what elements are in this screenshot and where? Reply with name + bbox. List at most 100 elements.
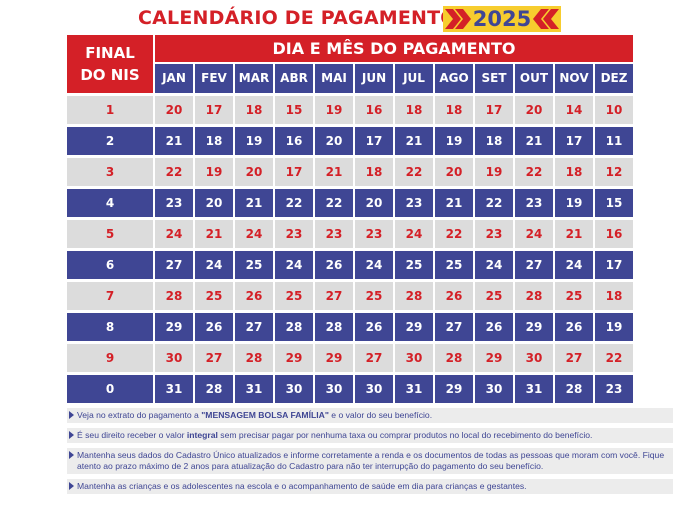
payment-day-cell: 27 — [355, 344, 393, 372]
payment-day-cell: 19 — [315, 96, 353, 124]
note-text: sem precisar pagar por nenhuma taxa ou c… — [217, 430, 593, 440]
payment-day-cell: 20 — [435, 158, 473, 186]
month-header-jan: JAN — [155, 64, 193, 93]
payment-day-cell: 19 — [195, 158, 233, 186]
payment-day-cell: 28 — [195, 375, 233, 403]
payment-day-cell: 24 — [555, 251, 593, 279]
payment-day-cell: 29 — [515, 313, 553, 341]
payment-day-cell: 23 — [515, 189, 553, 217]
payment-day-cell: 17 — [595, 251, 633, 279]
nis-final-digit: 6 — [67, 251, 153, 279]
payment-day-cell: 27 — [555, 344, 593, 372]
payment-day-cell: 28 — [395, 282, 433, 310]
bullet-arrow-icon — [69, 451, 74, 459]
payment-day-cell: 26 — [235, 282, 273, 310]
payment-day-cell: 18 — [475, 127, 513, 155]
payment-day-cell: 12 — [595, 158, 633, 186]
payment-day-cell: 28 — [275, 313, 313, 341]
payment-day-cell: 23 — [275, 220, 313, 248]
payment-day-cell: 23 — [595, 375, 633, 403]
payment-day-cell: 24 — [515, 220, 553, 248]
payment-day-cell: 27 — [155, 251, 193, 279]
payment-day-cell: 27 — [515, 251, 553, 279]
payment-day-cell: 30 — [275, 375, 313, 403]
payment-day-cell: 15 — [275, 96, 313, 124]
payment-day-cell: 24 — [155, 220, 193, 248]
month-header-mai: MAI — [315, 64, 353, 93]
nis-final-digit: 3 — [67, 158, 153, 186]
payment-day-cell: 29 — [155, 313, 193, 341]
payment-day-cell: 20 — [235, 158, 273, 186]
nis-final-digit: 9 — [67, 344, 153, 372]
double-chevron-right-icon — [445, 9, 471, 29]
payment-day-cell: 23 — [315, 220, 353, 248]
nis-final-digit: 8 — [67, 313, 153, 341]
page-title: CALENDÁRIO DE PAGAMENTO — [138, 7, 457, 29]
payment-day-cell: 16 — [275, 127, 313, 155]
payment-day-cell: 26 — [195, 313, 233, 341]
payment-day-cell: 31 — [235, 375, 273, 403]
payment-day-cell: 25 — [475, 282, 513, 310]
payment-day-cell: 26 — [475, 313, 513, 341]
payment-day-cell: 18 — [235, 96, 273, 124]
nis-final-digit: 5 — [67, 220, 153, 248]
payment-day-cell: 24 — [195, 251, 233, 279]
payment-day-cell: 21 — [395, 127, 433, 155]
payment-day-cell: 18 — [355, 158, 393, 186]
note-emphasis: integral — [186, 430, 218, 440]
table-row: 6 27 24 25 24 26 24 25 25 24 27 24 17 — [67, 251, 633, 279]
month-header-jun: JUN — [355, 64, 393, 93]
final-nis-line2: DO NIS — [80, 66, 140, 84]
payment-day-cell: 31 — [155, 375, 193, 403]
payment-day-cell: 28 — [315, 313, 353, 341]
payment-day-cell: 18 — [595, 282, 633, 310]
table-row: 7 28 25 26 25 27 25 28 26 25 28 25 18 — [67, 282, 633, 310]
table-row: 0 31 28 31 30 30 30 31 29 30 31 28 23 — [67, 375, 633, 403]
table-row: 4 23 20 21 22 22 20 23 21 22 23 19 15 — [67, 189, 633, 217]
payment-day-cell: 30 — [395, 344, 433, 372]
payment-day-cell: 31 — [395, 375, 433, 403]
payment-day-cell: 30 — [315, 375, 353, 403]
note-text: Mantenha as crianças e os adolescentes n… — [77, 481, 527, 491]
payment-day-cell: 20 — [515, 96, 553, 124]
payment-day-cell: 24 — [395, 220, 433, 248]
payment-day-cell: 22 — [595, 344, 633, 372]
month-header-jul: JUL — [395, 64, 433, 93]
payment-day-cell: 20 — [195, 189, 233, 217]
payment-day-cell: 22 — [395, 158, 433, 186]
payment-day-cell: 25 — [435, 251, 473, 279]
note-text: Mantenha seus dados do Cadastro Único at… — [77, 450, 665, 471]
payment-date-header: DIA E MÊS DO PAGAMENTO — [155, 35, 633, 62]
table-row: 5 24 21 24 23 23 23 24 22 23 24 21 16 — [67, 220, 633, 248]
bullet-arrow-icon — [69, 482, 74, 490]
payment-day-cell: 21 — [435, 189, 473, 217]
payment-day-cell: 30 — [155, 344, 193, 372]
note-item: Mantenha as crianças e os adolescentes n… — [67, 479, 673, 494]
payment-day-cell: 15 — [595, 189, 633, 217]
payment-day-cell: 17 — [475, 96, 513, 124]
note-text: É seu direito receber o valor — [77, 430, 187, 440]
payment-day-cell: 25 — [195, 282, 233, 310]
payment-day-cell: 22 — [155, 158, 193, 186]
payment-day-cell: 28 — [515, 282, 553, 310]
payment-day-cell: 18 — [435, 96, 473, 124]
note-emphasis: "MENSAGEM BOLSA FAMÍLIA" — [201, 410, 329, 420]
year-banner: 2025 — [443, 6, 561, 32]
month-header-dez: DEZ — [595, 64, 633, 93]
month-header-set: SET — [475, 64, 513, 93]
payment-day-cell: 22 — [475, 189, 513, 217]
nis-final-digit: 7 — [67, 282, 153, 310]
payment-day-cell: 21 — [315, 158, 353, 186]
payment-day-cell: 20 — [355, 189, 393, 217]
payment-day-cell: 22 — [435, 220, 473, 248]
payment-day-cell: 16 — [355, 96, 393, 124]
payment-day-cell: 31 — [515, 375, 553, 403]
table-row: 3 22 19 20 17 21 18 22 20 19 22 18 12 — [67, 158, 633, 186]
month-header-ago: AGO — [435, 64, 473, 93]
payment-day-cell: 18 — [555, 158, 593, 186]
payment-day-cell: 24 — [355, 251, 393, 279]
payment-day-cell: 22 — [275, 189, 313, 217]
payment-day-cell: 29 — [475, 344, 513, 372]
payment-day-cell: 20 — [315, 127, 353, 155]
payment-day-cell: 27 — [435, 313, 473, 341]
